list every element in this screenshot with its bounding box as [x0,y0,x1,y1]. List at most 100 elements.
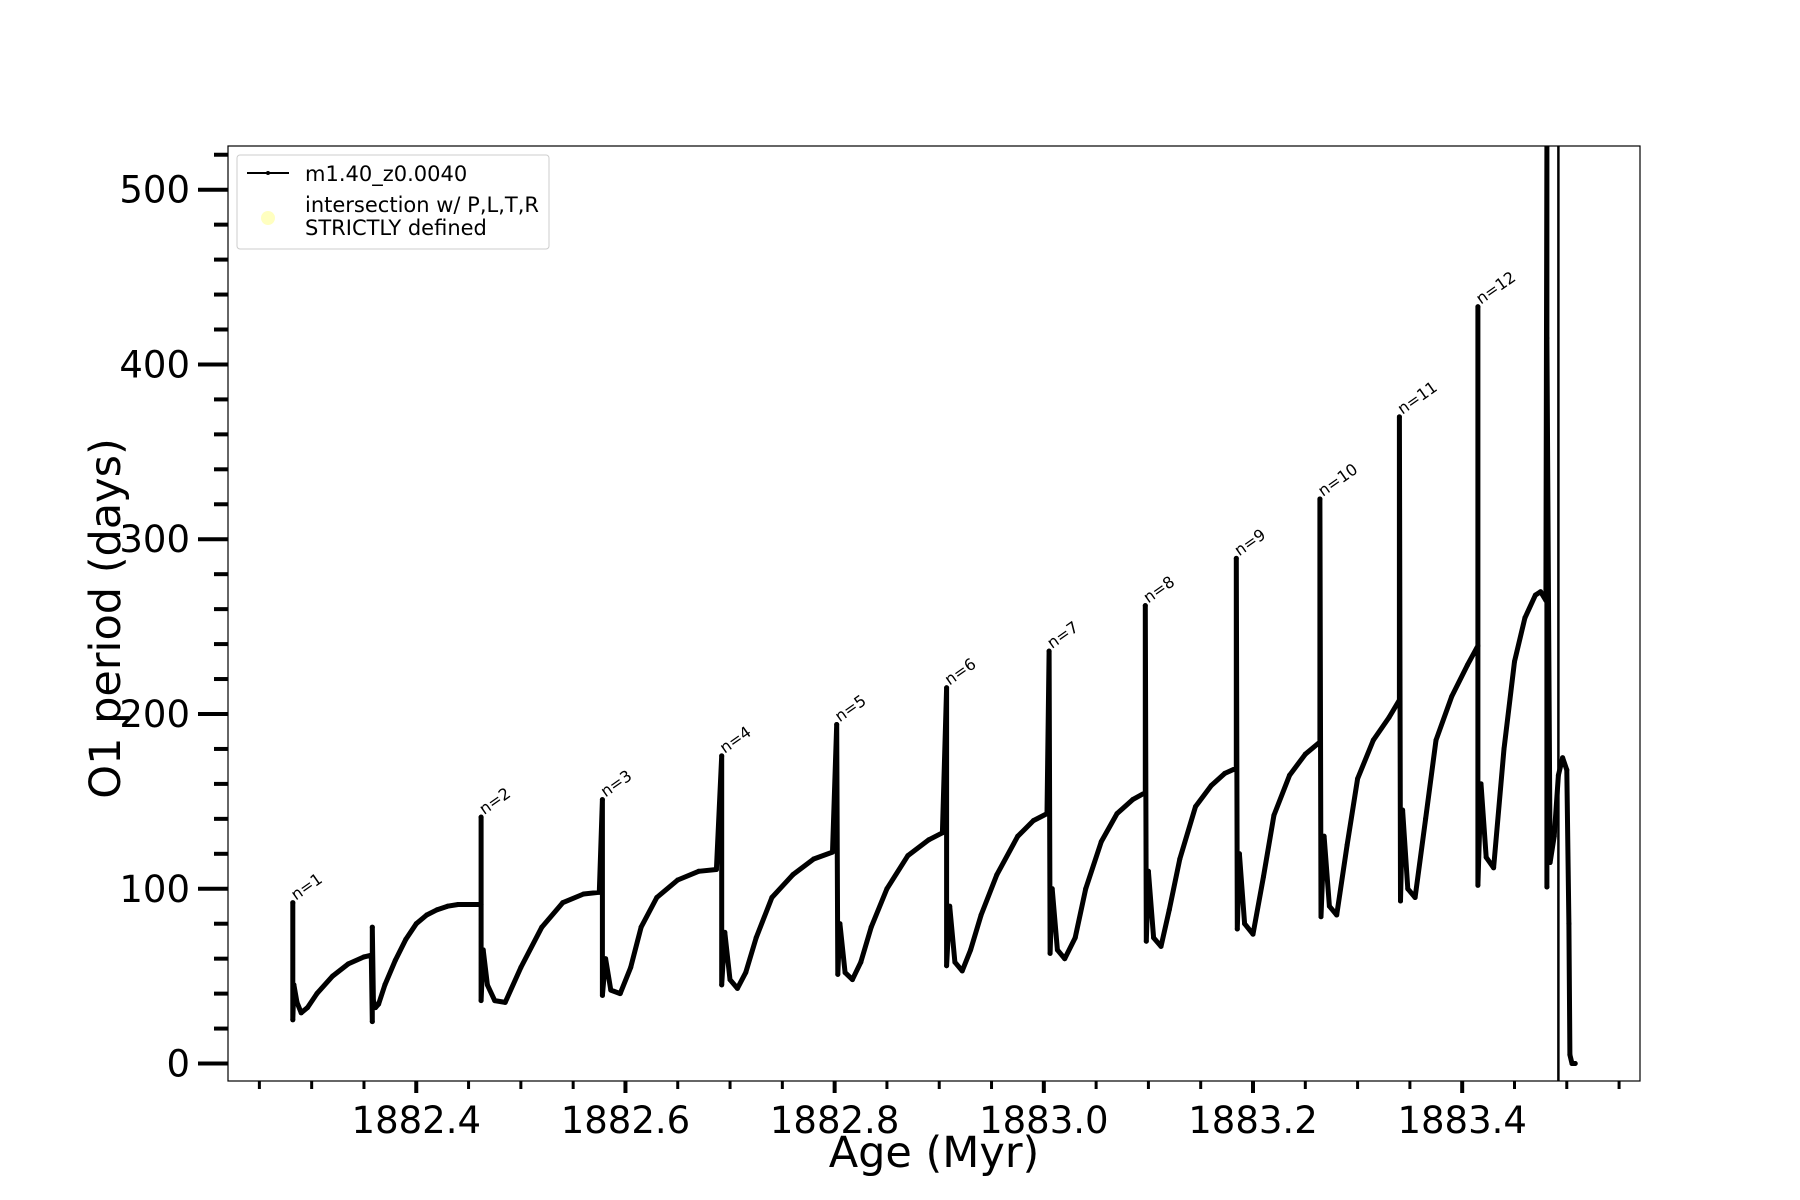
data-point [382,982,388,988]
data-point [1261,874,1266,879]
data-point [1475,882,1481,888]
data-point [1400,807,1406,813]
data-point [1317,496,1323,502]
data-point [1321,833,1327,839]
data-point [1287,772,1293,778]
data-point [1158,943,1164,949]
data-point [1334,912,1340,918]
data-point [628,964,634,970]
data-point [1098,839,1104,845]
data-point [1233,555,1239,561]
data-point [361,954,367,960]
data-point [1142,790,1148,796]
data-point [1130,797,1136,803]
data-point [478,998,484,1004]
legend-line-marker [266,171,270,175]
data-point [1271,812,1277,818]
data-point [560,900,566,906]
data-point [734,985,740,991]
data-point [290,900,296,906]
data-point [1475,643,1481,649]
data-point [1233,765,1239,771]
series-layer [290,146,1578,1081]
y-tick-label: 100 [119,868,190,911]
data-point [968,947,974,953]
data-point [790,872,796,878]
data-point [696,868,702,874]
data-point [1501,746,1507,752]
y-tick-label: 400 [119,343,190,386]
data-point [713,867,719,872]
data-point [455,902,461,907]
data-point [1242,921,1248,927]
data-point [291,982,297,988]
legend: m1.40_z0.0040 intersection w/ P,L,T,R STR… [236,154,550,250]
data-point [1567,1052,1573,1058]
data-point [1538,589,1544,595]
data-point [1046,648,1052,654]
data-point [345,961,351,967]
data-point [1047,950,1053,956]
data-point [599,992,605,998]
data-point [1222,770,1228,776]
x-tick-label: 1883.0 [979,1099,1108,1142]
data-point [944,685,950,691]
x-tick-label: 1883.2 [1188,1099,1317,1142]
data-point [1398,898,1403,904]
data-point [373,1005,378,1011]
data-point [368,952,374,958]
legend-box [236,154,550,250]
data-point [1015,833,1021,839]
y-tick-label: 500 [119,169,190,212]
legend-label-series: m1.40_z0.0040 [305,162,467,187]
data-point [868,924,874,930]
data-point [1234,926,1240,932]
data-point [1512,659,1517,665]
y-tick-label: 0 [166,1043,190,1086]
data-point [884,886,890,892]
data-point [1318,914,1324,920]
data-point [1083,886,1089,892]
data-point [722,929,728,935]
data-point [1208,783,1214,789]
data-point [1396,414,1402,420]
data-point [608,987,614,993]
data-point [1317,739,1323,745]
data-point [376,1001,382,1007]
data-point [370,998,376,1004]
data-point [413,921,419,927]
data-point [290,1017,296,1023]
x-tick-label: 1882.4 [352,1099,481,1142]
data-point [445,903,451,909]
data-point [1054,947,1060,953]
data-point [1193,804,1198,810]
data-point [1483,854,1489,860]
data-point [905,853,911,859]
data-point [926,837,932,843]
data-point [1547,860,1553,865]
data-point [743,970,749,976]
data-point [1044,811,1050,817]
data-point [947,903,953,909]
x-tick-label: 1882.6 [561,1099,690,1142]
data-point [314,991,320,997]
data-point [1566,921,1572,927]
data-point [305,1005,310,1011]
data-point [581,891,587,897]
data-point [403,936,409,942]
data-point [298,1010,304,1016]
data-point [849,977,855,983]
data-point [1302,751,1308,757]
data-point [424,912,430,918]
data-point [830,849,835,855]
y-tick-label: 300 [119,518,190,561]
data-point [994,872,1000,878]
legend-label-intersection: intersection w/ P,L,T,R STRICTLY defined [305,193,539,240]
x-tick-label: 1883.4 [1397,1099,1526,1142]
data-point [1370,737,1376,743]
data-point [837,921,843,927]
data-point [539,924,545,930]
data-point [1478,781,1484,787]
data-point [1522,615,1528,621]
